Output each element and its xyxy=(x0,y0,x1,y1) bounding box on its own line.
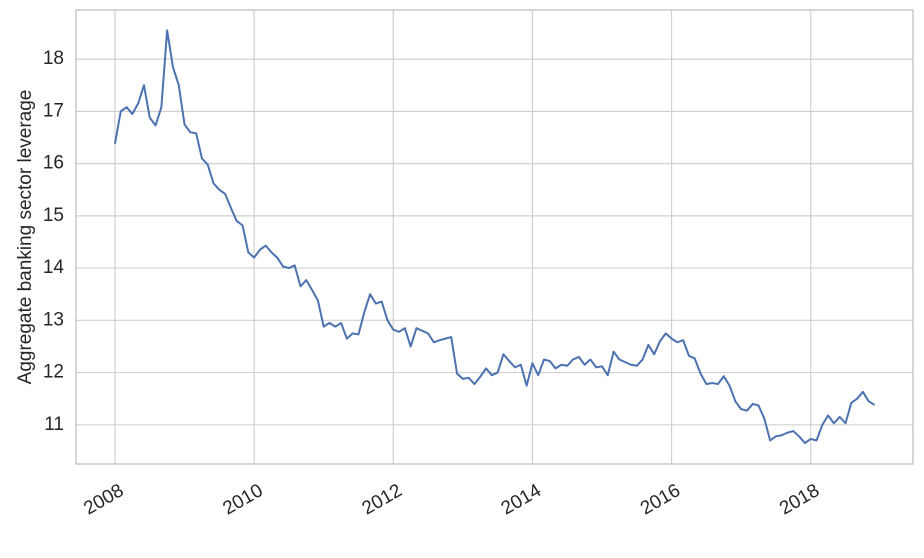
x-tick-label: 2014 xyxy=(498,480,545,520)
data-line xyxy=(113,29,876,445)
x-tick-label: 2010 xyxy=(219,480,266,519)
x-tick-label: 2012 xyxy=(359,480,406,519)
y-tick-label: 17 xyxy=(43,100,64,121)
y-tick-label: 13 xyxy=(43,309,64,330)
x-tick-label: 2008 xyxy=(80,480,127,519)
y-tick-label: 12 xyxy=(43,362,64,383)
y-tick-label: 14 xyxy=(43,257,65,278)
y-tick-label: 16 xyxy=(43,153,64,174)
plot-frame xyxy=(75,9,914,465)
y-tick-label: 15 xyxy=(43,205,64,226)
x-tick-label: 2016 xyxy=(637,480,684,519)
x-tick-label: 2018 xyxy=(776,480,823,519)
y-tick-label: 11 xyxy=(44,414,64,435)
y-tick-label: 18 xyxy=(43,48,64,69)
y-axis-label: Aggregate banking sector leverage xyxy=(15,90,36,385)
